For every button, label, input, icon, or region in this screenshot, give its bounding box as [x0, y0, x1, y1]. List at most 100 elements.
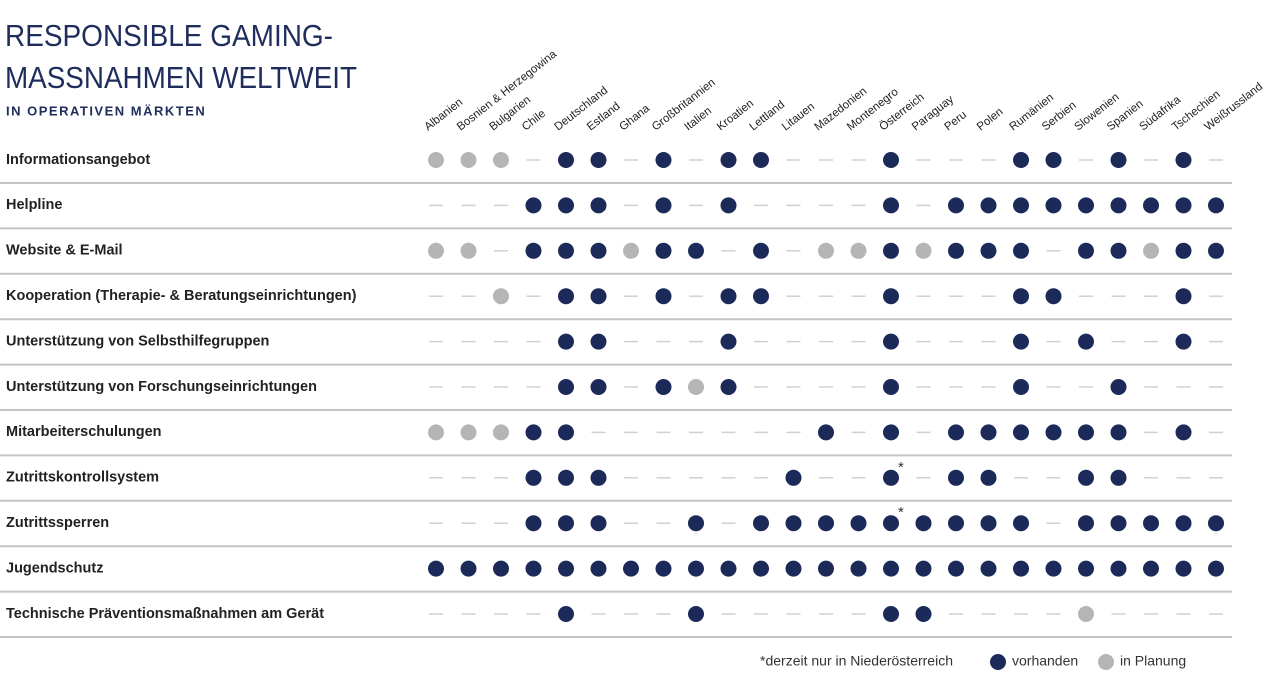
- present-dot: [753, 515, 769, 532]
- present-dot: [558, 606, 574, 622]
- planned-dot: [428, 242, 444, 259]
- row-label: Zutrittssperren: [6, 515, 109, 531]
- present-dot: [558, 515, 574, 532]
- title-line: RESPONSIBLE GAMING-: [5, 18, 333, 53]
- present-dot: [1110, 197, 1127, 214]
- present-dot: [590, 560, 607, 577]
- present-dot: [558, 379, 574, 395]
- present-dot: [1110, 515, 1127, 532]
- present-dot: [655, 197, 672, 214]
- present-dot: [980, 197, 997, 214]
- planned-dot: [1078, 606, 1094, 622]
- present-dot: [428, 560, 444, 577]
- present-dot: [948, 560, 964, 577]
- planned-dot: [623, 242, 639, 259]
- present-dot: [1175, 560, 1192, 577]
- present-dot: [818, 424, 834, 441]
- present-dot: [720, 197, 737, 214]
- present-dot: [1110, 152, 1127, 168]
- present-dot: [590, 152, 607, 168]
- present-dot: [915, 606, 932, 622]
- planned-dot: [428, 152, 444, 168]
- planned-dot: [460, 152, 477, 168]
- present-dot: [590, 288, 607, 305]
- row-label: Informationsangebot: [6, 152, 150, 168]
- planned-dot: [428, 424, 444, 441]
- present-dot: [655, 242, 672, 259]
- present-dot: [688, 606, 704, 622]
- present-dot: [948, 515, 964, 532]
- present-dot: [558, 197, 574, 214]
- present-dot: [1175, 242, 1192, 259]
- present-dot: [1013, 333, 1029, 350]
- present-dot: [785, 515, 802, 532]
- present-dot: [590, 333, 607, 350]
- present-dot: [1045, 288, 1062, 305]
- present-dot: [1045, 197, 1062, 214]
- present-dot: [688, 560, 704, 577]
- planned-dot: [493, 288, 509, 305]
- present-dot: [525, 560, 542, 577]
- present-dot: [1110, 424, 1127, 441]
- present-dot: [688, 515, 704, 532]
- row-label: Jugendschutz: [6, 560, 103, 576]
- planned-dot: [460, 242, 477, 259]
- present-dot: [655, 379, 672, 395]
- legend-note: *derzeit nur in Niederösterreich: [760, 653, 953, 669]
- present-dot: [753, 152, 769, 168]
- present-dot: [1078, 424, 1094, 441]
- present-dot: [1078, 515, 1094, 532]
- column-header: Weißrussland: [1202, 81, 1265, 134]
- present-dot: [1175, 288, 1192, 305]
- present-dot: [980, 515, 997, 532]
- present-dot: [1013, 515, 1029, 532]
- present-dot: [883, 242, 899, 259]
- present-dot: [1013, 560, 1029, 577]
- legend-dot: [1098, 654, 1114, 670]
- present-dot: [590, 242, 607, 259]
- present-dot: [1078, 560, 1094, 577]
- planned-dot: [493, 424, 509, 441]
- present-dot: [525, 469, 542, 486]
- column-header: Chile: [520, 108, 548, 134]
- present-dot: [720, 152, 737, 168]
- present-dot: [720, 379, 737, 395]
- subtitle: IN OPERATIVEN MÄRKTEN: [6, 103, 206, 118]
- present-dot: [1013, 424, 1029, 441]
- row-label: Unterstützung von Forschungseinrichtunge…: [6, 379, 317, 395]
- present-dot: [753, 242, 769, 259]
- present-dot: [558, 333, 574, 350]
- legend-label: vorhanden: [1012, 653, 1078, 669]
- present-dot: [883, 152, 899, 168]
- present-dot: [883, 379, 899, 395]
- present-dot: [1013, 152, 1029, 168]
- present-dot: [590, 197, 607, 214]
- present-dot: [1175, 424, 1192, 441]
- present-dot: [655, 152, 672, 168]
- present-dot: [1208, 560, 1224, 577]
- present-dot: [883, 469, 899, 486]
- present-dot: [980, 242, 997, 259]
- present-dot: [1110, 469, 1127, 486]
- present-dot: [1078, 333, 1094, 350]
- column-header: Polen: [975, 106, 1006, 134]
- present-dot: [655, 560, 672, 577]
- present-dot: [915, 515, 932, 532]
- present-dot: [1013, 242, 1029, 259]
- present-dot: [720, 333, 737, 350]
- present-dot: [590, 515, 607, 532]
- present-dot: [785, 560, 802, 577]
- present-dot: [948, 469, 964, 486]
- present-dot: [1110, 560, 1127, 577]
- row-label: Website & E-Mail: [6, 243, 123, 259]
- present-dot: [980, 424, 997, 441]
- present-dot: [850, 515, 867, 532]
- present-dot: [850, 560, 867, 577]
- present-dot: [883, 197, 899, 214]
- present-dot: [525, 197, 542, 214]
- present-dot: [1045, 560, 1062, 577]
- present-dot: [655, 288, 672, 305]
- present-dot: [590, 379, 607, 395]
- present-dot: [980, 469, 997, 486]
